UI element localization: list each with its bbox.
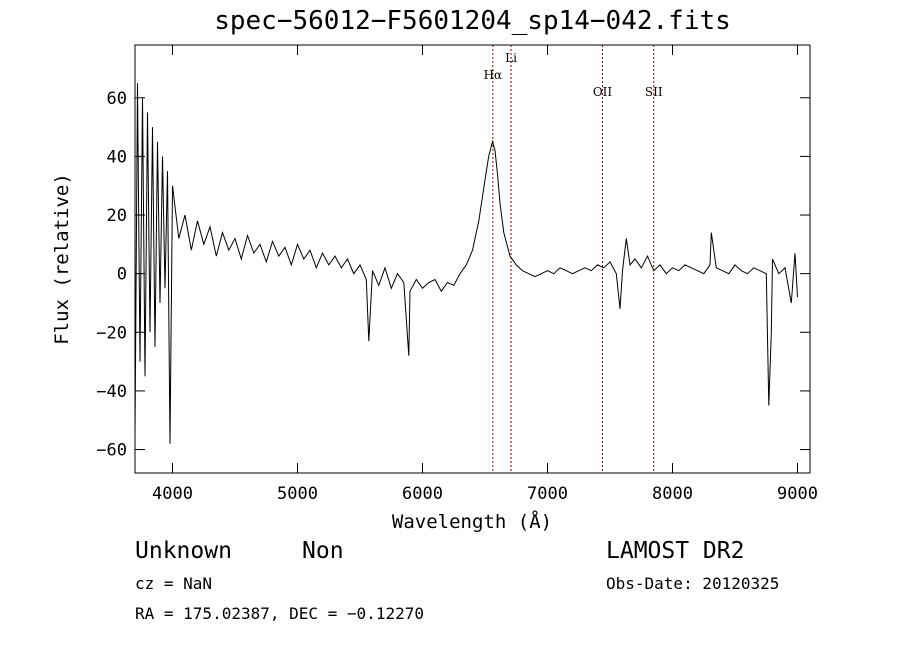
- object-class: Unknown: [135, 538, 232, 564]
- marker-label: Li: [505, 51, 517, 65]
- y-tick-label: −20: [96, 323, 127, 343]
- y-axis: −60 −40 −20 0 20 40 60: [96, 89, 810, 461]
- redshift-readout: cz = NaN: [135, 574, 213, 593]
- y-tick-label: 0: [117, 265, 127, 285]
- x-tick-label: 9000: [777, 484, 818, 504]
- y-tick-label: −40: [96, 382, 127, 402]
- x-axis: 4000 5000 6000 7000 8000 9000: [152, 45, 818, 504]
- coordinates: RA = 175.02387, DEC = −0.12270: [135, 604, 424, 623]
- plot-frame: [134, 44, 811, 474]
- x-axis-label: Wavelength (Å): [392, 510, 552, 533]
- object-subclass: Non: [302, 538, 344, 564]
- marker-label: SII: [645, 85, 663, 99]
- y-axis-label: Flux (relative): [51, 173, 73, 345]
- x-tick-label: 8000: [652, 484, 693, 504]
- chart-title: spec−56012−F5601204_sp14−042.fits: [214, 6, 731, 36]
- spectrum-line: [134, 83, 798, 444]
- x-tick-label: 7000: [527, 484, 568, 504]
- marker-label: OII: [593, 85, 613, 99]
- y-tick-label: 60: [107, 89, 127, 109]
- x-tick-label: 5000: [277, 484, 318, 504]
- y-tick-label: −60: [96, 441, 127, 461]
- obs-date: Obs-Date: 20120325: [606, 574, 780, 593]
- x-tick-label: 4000: [152, 484, 193, 504]
- y-tick-label: 20: [107, 206, 127, 226]
- marker-label: Hα: [484, 68, 503, 82]
- x-tick-label: 6000: [402, 484, 443, 504]
- y-tick-label: 40: [107, 147, 127, 167]
- survey-name: LAMOST DR2: [606, 538, 745, 564]
